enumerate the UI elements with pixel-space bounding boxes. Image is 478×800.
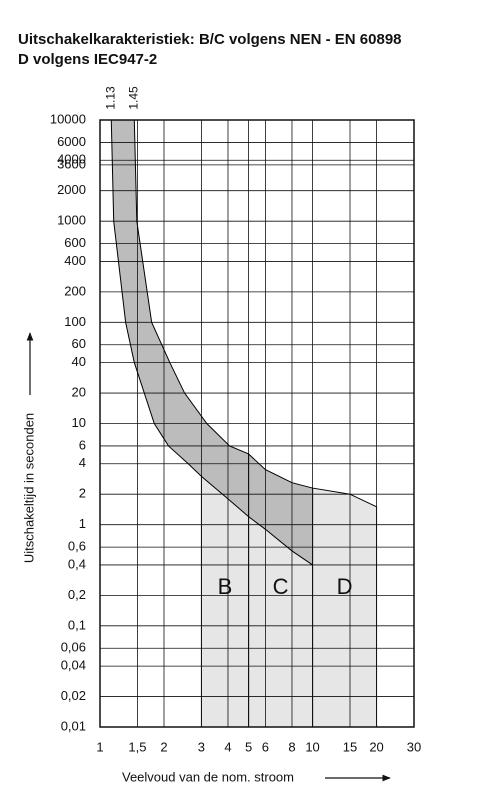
range-label: B [218, 574, 233, 599]
y-tick-label: 200 [64, 283, 86, 298]
x-tick-label: 30 [407, 739, 421, 754]
y-tick-label: 1 [79, 516, 86, 531]
y-tick-label: 60 [72, 336, 86, 351]
x-tick-label: 8 [288, 739, 295, 754]
y-tick-label: 2 [79, 486, 86, 501]
y-tick-label: 10 [72, 415, 86, 430]
range-label: D [337, 574, 353, 599]
x-tick-label: 15 [343, 739, 357, 754]
y-tick-label: 4000 [57, 152, 86, 167]
y-tick-label: 0,06 [61, 640, 86, 655]
x-tick-label: 20 [369, 739, 383, 754]
y-tick-label: 0,4 [68, 556, 86, 571]
trip-zone-fill [201, 476, 377, 727]
frame [99, 119, 415, 728]
y-tick-label: 0,04 [61, 658, 86, 673]
x-axis-label: Veelvoud van de nom. stroom [122, 769, 294, 784]
y-tick-label: 0,01 [61, 718, 86, 733]
x-tick-label: 10 [305, 739, 319, 754]
curve [133, 119, 377, 508]
curve [110, 119, 313, 566]
top-marker-label: 1.45 [126, 86, 140, 110]
x-tick-label: 1,5 [128, 739, 146, 754]
x-tick-label: 2 [160, 739, 167, 754]
chart-title: Uitschakelkarakteristiek: B/C volgens NE… [18, 31, 402, 48]
y-tick-label: 1000 [57, 213, 86, 228]
y-tick-label: 2000 [57, 182, 86, 197]
x-tick-label: 6 [262, 739, 269, 754]
y-tick-label: 600 [64, 235, 86, 250]
x-tick-label: 5 [245, 739, 252, 754]
y-tick-label: 10000 [50, 111, 86, 126]
chart-subtitle: D volgens IEC947-2 [18, 51, 157, 68]
y-tick-label: 0,6 [68, 539, 86, 554]
y-tick-label: 0,2 [68, 587, 86, 602]
top-marker-label: 1.13 [103, 86, 117, 110]
y-tick-label: 4 [79, 455, 86, 470]
y-tick-label: 3600 [57, 156, 86, 171]
y-tick-label: 40 [72, 354, 86, 369]
y-tick-label: 6 [79, 437, 86, 452]
y-tick-label: 20 [72, 384, 86, 399]
y-tick-label: 100 [64, 314, 86, 329]
y-tick-label: 0,1 [68, 617, 86, 632]
y-tick-label: 6000 [57, 134, 86, 149]
y-tick-label: 400 [64, 253, 86, 268]
x-tick-label: 1 [96, 739, 103, 754]
x-tick-label: 4 [224, 739, 231, 754]
y-axis-label: Uitschakeltijd in seconden [21, 413, 36, 563]
y-tick-label: 0,02 [61, 688, 86, 703]
x-tick-label: 3 [198, 739, 205, 754]
range-label: C [273, 574, 289, 599]
